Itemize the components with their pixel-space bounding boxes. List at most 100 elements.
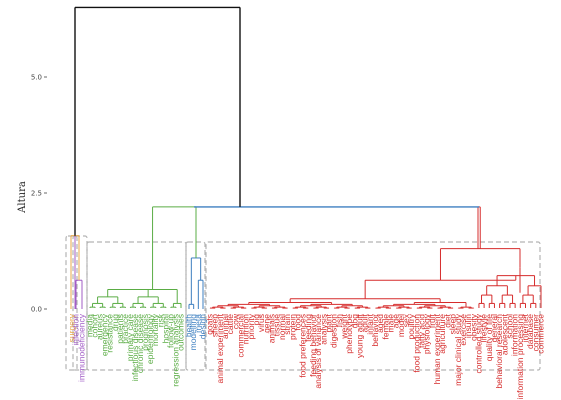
leaf-label: animal <box>220 314 230 339</box>
leaf-label: diet <box>442 313 452 327</box>
leaf-label: dog <box>349 314 359 328</box>
leaf-label: modelling <box>188 314 198 351</box>
leaf-label: young adult <box>354 313 364 358</box>
cluster-box <box>205 241 541 371</box>
y-axis-title: Altura <box>17 181 28 214</box>
leaf-label: patients <box>115 314 125 344</box>
leaf-label: fish <box>334 314 344 328</box>
leaf-label: resistance <box>105 314 115 353</box>
leaf-label: behavior <box>370 314 380 347</box>
leaf-label: food <box>292 314 302 331</box>
leaf-label: feeding behavior <box>308 314 318 377</box>
leaf-label: analysis of variance <box>313 314 323 389</box>
leaf-label: commercial <box>236 314 246 358</box>
leaf-label: virus <box>256 314 266 332</box>
leaf-label: behavioral research <box>494 314 504 389</box>
leaf-label: human experiment <box>432 313 442 384</box>
leaf-label: normal <box>277 314 287 340</box>
leaf-label: female <box>380 314 390 340</box>
leaf-label: digestion <box>329 314 339 348</box>
leaf-label: outcomes <box>176 314 186 351</box>
leaf-label: animal experiment <box>215 313 225 383</box>
leaf-label: aged <box>375 314 385 333</box>
leaf-label: health <box>184 314 194 337</box>
leaf-label: priority <box>246 313 256 339</box>
leaf-label: plant <box>323 313 333 332</box>
leaf-label: commerce <box>536 314 546 354</box>
leaf-label: controlled study <box>473 313 483 373</box>
leaf-label: immunodeficiency <box>77 313 87 382</box>
leaf-label: risk <box>155 313 165 327</box>
leaf-label: surgery <box>67 313 77 342</box>
leaf-label: hospital <box>160 314 170 343</box>
leaf-label: fatty acid <box>417 314 427 348</box>
leaf-label: male <box>386 314 396 333</box>
leaf-labels: surgeryinfectionimmunodeficiencymediacoh… <box>67 313 546 399</box>
leaf-label: meta <box>193 314 203 333</box>
leaf-label: protein <box>287 314 297 340</box>
leaf-label: nutrition <box>241 314 251 345</box>
leaf-label: drug <box>110 314 120 331</box>
y-axis: 0.0 2.5 5.0 <box>31 74 47 314</box>
cluster-boxes <box>65 235 541 371</box>
leaf-label: sheep <box>210 314 220 337</box>
leaf-label: adolescent <box>499 313 509 355</box>
leaf-label: pig <box>251 314 261 326</box>
leaf-label: fruit <box>427 313 437 328</box>
leaf-label: analysis <box>318 314 328 345</box>
leaf-label: weight <box>339 313 349 339</box>
y-tick-label: 0.0 <box>31 306 42 314</box>
leaf-label: tissue <box>272 314 282 336</box>
leaf-label: information processing <box>515 314 525 400</box>
leaf-label: epidemiology <box>145 313 155 364</box>
leaf-label: primary care <box>125 314 135 362</box>
leaf-label: sleep <box>448 314 458 335</box>
leaf-label: insulin <box>463 314 473 338</box>
leaf-label: gene <box>261 314 271 333</box>
leaf-label: infant <box>365 313 375 334</box>
leaf-label: cohort <box>90 313 100 337</box>
leaf-label: cow <box>230 313 240 329</box>
leaf-label: model <box>396 314 406 337</box>
leaf-label: feeding <box>303 314 313 342</box>
leaf-label: quality of life <box>484 314 494 362</box>
leaf-label: poultry <box>406 313 416 339</box>
leaf-label: consumer <box>530 314 540 351</box>
leaf-label: agriculture <box>437 314 447 354</box>
leaf-label: mortality <box>150 313 160 346</box>
leaf-label: follow-up <box>165 314 175 348</box>
leaf-label: obesity <box>468 313 478 341</box>
leaf-label: goats <box>205 314 215 335</box>
leaf-label: information <box>510 314 520 356</box>
dendrogram-links <box>70 6 542 309</box>
leaf-label: prognosis <box>140 314 150 351</box>
leaf-label: strain <box>282 314 292 335</box>
leaf-label: chronic disease <box>135 314 145 373</box>
leaf-label: aureus <box>95 314 105 340</box>
y-tick-label: 5.0 <box>31 74 42 82</box>
leaf-label: database <box>525 314 535 349</box>
y-tick-label: 2.5 <box>31 190 42 198</box>
leaf-label: physiology <box>422 313 432 354</box>
leaf-label: cattle <box>225 314 235 335</box>
leaf-label: food preferences <box>298 314 308 378</box>
leaf-label: phenotype <box>344 314 354 354</box>
leaf-label: animals <box>267 314 277 343</box>
leaf-label: adult <box>360 313 370 332</box>
leaf-label: internet <box>520 313 530 342</box>
leaf-label: food production <box>411 314 421 373</box>
cluster-box <box>86 241 187 371</box>
leaf-label: exercise <box>458 314 468 346</box>
leaf-label: infection <box>71 314 81 346</box>
cluster-box <box>185 241 206 371</box>
leaf-label: major clinical study <box>453 313 463 386</box>
cluster-box <box>72 235 88 371</box>
leaf-label: infectious disease <box>130 314 140 382</box>
leaf-label: regression analysis <box>170 314 180 387</box>
leaf-label: sex <box>401 313 411 327</box>
leaf-label: age <box>391 314 401 328</box>
leaf-label: lifestyle <box>479 314 489 343</box>
leaf-label: general <box>489 314 499 342</box>
leaf-label: emergency <box>100 313 110 356</box>
